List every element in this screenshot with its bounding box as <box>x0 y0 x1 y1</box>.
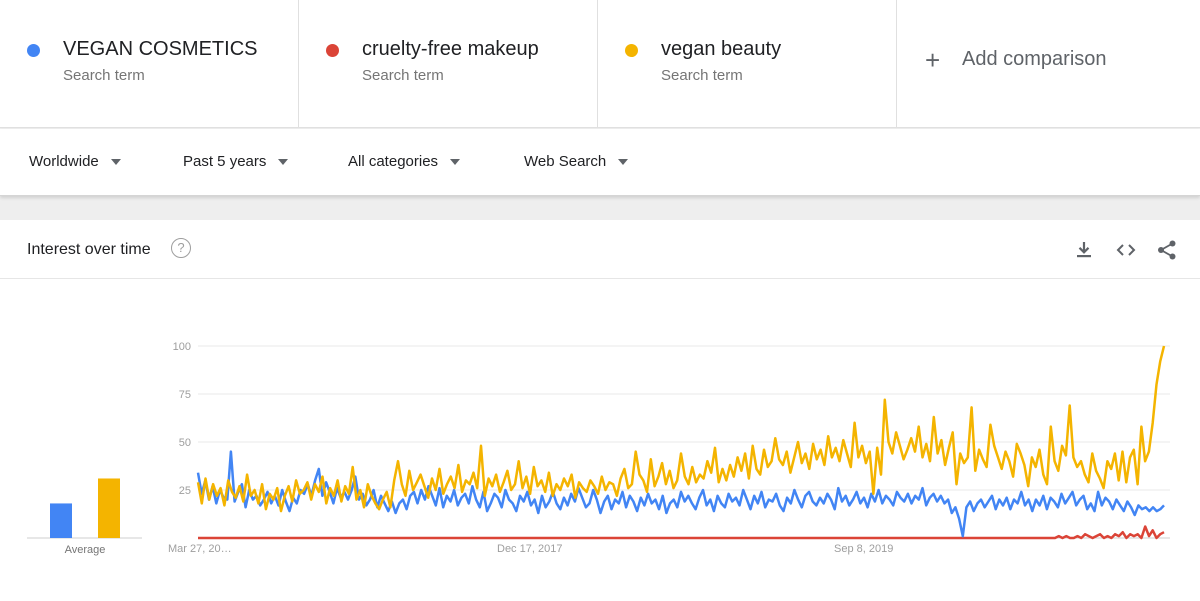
region-dropdown[interactable]: Worldwide <box>29 153 121 170</box>
series-line-1 <box>198 525 1165 540</box>
add-comparison-content: + Add comparison <box>925 44 1107 75</box>
interest-chart: Average 25 50 75 100 Mar 27, 20… Dec 17, 2017… <box>27 341 1170 556</box>
caret-down-icon <box>618 158 629 165</box>
term-card-cruelty-free-makeup[interactable]: cruelty-free makeup Search term <box>299 0 598 128</box>
y-tick-label: 50 <box>179 437 191 449</box>
term-name[interactable]: VEGAN COSMETICS <box>63 38 258 60</box>
average-bars: Average <box>27 478 142 556</box>
search-type-dropdown[interactable]: Web Search <box>524 153 629 170</box>
term-card-vegan-beauty[interactable]: vegan beauty Search term <box>598 0 897 128</box>
period-value: Past 5 years <box>183 153 267 170</box>
chart-series <box>196 345 1166 540</box>
add-comparison-label: Add comparison <box>962 48 1107 70</box>
average-bar-0 <box>50 503 72 538</box>
category-dropdown[interactable]: All categories <box>348 153 461 170</box>
term-card-vegan-cosmetics[interactable]: VEGAN COSMETICS Search term <box>0 0 299 128</box>
search-terms-bar: VEGAN COSMETICS Search term cruelty-free… <box>0 0 1200 128</box>
x-tick-label: Mar 27, 20… <box>168 543 232 555</box>
average-label: Average <box>65 544 106 556</box>
caret-down-icon <box>278 158 289 165</box>
series-line-2 <box>196 345 1166 513</box>
y-tick-label: 75 <box>179 389 191 401</box>
share-icon[interactable] <box>1156 239 1178 261</box>
term-type: Search term <box>661 67 743 84</box>
region-value: Worldwide <box>29 153 99 170</box>
plus-icon: + <box>925 44 941 75</box>
average-bar-2 <box>98 478 120 538</box>
help-icon[interactable]: ? <box>171 238 191 258</box>
term-color-dot <box>326 44 339 57</box>
term-name[interactable]: vegan beauty <box>661 38 782 60</box>
term-type: Search term <box>63 67 145 84</box>
caret-down-icon <box>450 158 461 165</box>
add-comparison-button[interactable]: + Add comparison <box>897 0 1199 128</box>
card-title: Interest over time <box>27 241 151 258</box>
term-color-dot <box>27 44 40 57</box>
embed-icon[interactable] <box>1115 239 1137 261</box>
term-type: Search term <box>362 67 444 84</box>
x-tick-label: Sep 8, 2019 <box>834 543 893 555</box>
x-tick-label: Dec 17, 2017 <box>497 543 562 555</box>
y-tick-label: 100 <box>173 341 191 353</box>
category-value: All categories <box>348 153 439 170</box>
download-icon[interactable] <box>1073 239 1095 261</box>
search-type-value: Web Search <box>524 153 607 170</box>
y-tick-label: 25 <box>179 485 191 497</box>
period-dropdown[interactable]: Past 5 years <box>183 153 289 170</box>
term-name[interactable]: cruelty-free makeup <box>362 38 539 60</box>
filters-bar: Worldwide Past 5 years All categories We… <box>0 129 1200 196</box>
caret-down-icon <box>110 158 121 165</box>
card-divider <box>0 278 1200 279</box>
series-line-0 <box>196 450 1165 538</box>
interest-over-time-card: Interest over time ? Average 25 50 75 100 Ma… <box>0 220 1200 601</box>
term-color-dot <box>625 44 638 57</box>
